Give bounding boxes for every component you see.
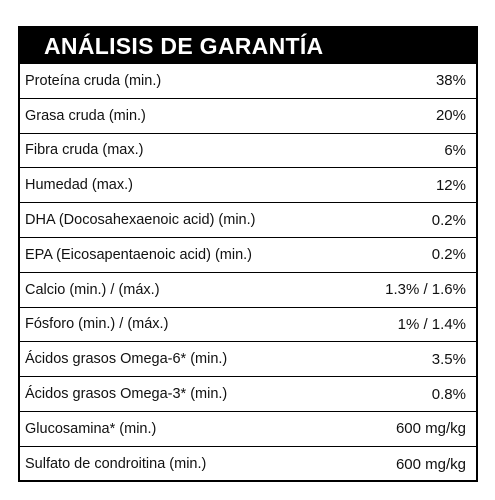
nutrient-label: EPA (Eicosapentaenoic acid) (min.) bbox=[25, 246, 253, 263]
nutrient-label: Ácidos grasos Omega-6* (min.) bbox=[25, 351, 228, 368]
table-row: Proteína cruda (min.) 38% bbox=[20, 64, 476, 99]
nutrient-label: Ácidos grasos Omega-3* (min.) bbox=[25, 386, 228, 403]
table-row: Sulfato de condroitina (min.) 600 mg/kg bbox=[20, 447, 476, 482]
nutrient-value: 38% bbox=[435, 72, 466, 90]
nutrient-value: 3.5% bbox=[431, 350, 466, 368]
table-row: DHA (Docosahexaenoic acid) (min.) 0.2% bbox=[20, 203, 476, 238]
nutrient-label: DHA (Docosahexaenoic acid) (min.) bbox=[25, 212, 256, 229]
table-title: ANÁLISIS DE GARANTÍA bbox=[44, 32, 324, 59]
nutrient-value: 12% bbox=[435, 176, 466, 194]
nutrient-label: Fibra cruda (max.) bbox=[25, 142, 144, 159]
table-row: Humedad (max.) 12% bbox=[20, 168, 476, 204]
nutrient-label: Sulfato de condroitina (min.) bbox=[25, 456, 207, 473]
nutrient-label: Grasa cruda (min.) bbox=[25, 107, 146, 124]
nutrient-value: 20% bbox=[435, 107, 466, 125]
nutrient-value: 6% bbox=[444, 141, 466, 159]
nutrient-value: 0.2% bbox=[431, 211, 466, 229]
nutrient-label: Calcio (min.) / (máx.) bbox=[25, 281, 160, 298]
table-row: Ácidos grasos Omega-3* (min.) 0.8% bbox=[20, 377, 476, 412]
nutrient-value: 600 mg/kg bbox=[395, 420, 466, 438]
table-row: Ácidos grasos Omega-6* (min.) 3.5% bbox=[20, 342, 476, 378]
nutrient-label: Proteína cruda (min.) bbox=[25, 72, 162, 89]
guaranteed-analysis-table: ANÁLISIS DE GARANTÍA Proteína cruda (min… bbox=[18, 26, 478, 482]
nutrient-value: 1% / 1.4% bbox=[397, 315, 466, 333]
nutrient-label: Fósforo (min.) / (máx.) bbox=[25, 316, 169, 333]
table-row: EPA (Eicosapentaenoic acid) (min.) 0.2% bbox=[20, 238, 476, 273]
nutrient-value: 1.3% / 1.6% bbox=[385, 281, 466, 299]
nutrient-value: 0.2% bbox=[431, 246, 466, 264]
nutrient-label: Glucosamina* (min.) bbox=[25, 420, 157, 437]
table-row: Fósforo (min.) / (máx.) 1% / 1.4% bbox=[20, 308, 476, 343]
nutrient-value: 0.8% bbox=[431, 385, 466, 403]
nutrient-label: Humedad (max.) bbox=[25, 177, 133, 194]
table-row: Fibra cruda (max.) 6% bbox=[20, 134, 476, 169]
analysis-rows: Proteína cruda (min.) 38% Grasa cruda (m… bbox=[20, 64, 476, 482]
table-header: ANÁLISIS DE GARANTÍA bbox=[20, 28, 476, 64]
table-row: Glucosamina* (min.) 600 mg/kg bbox=[20, 412, 476, 447]
nutrient-value: 600 mg/kg bbox=[395, 455, 466, 473]
table-row: Calcio (min.) / (máx.) 1.3% / 1.6% bbox=[20, 273, 476, 308]
table-row: Grasa cruda (min.) 20% bbox=[20, 99, 476, 134]
